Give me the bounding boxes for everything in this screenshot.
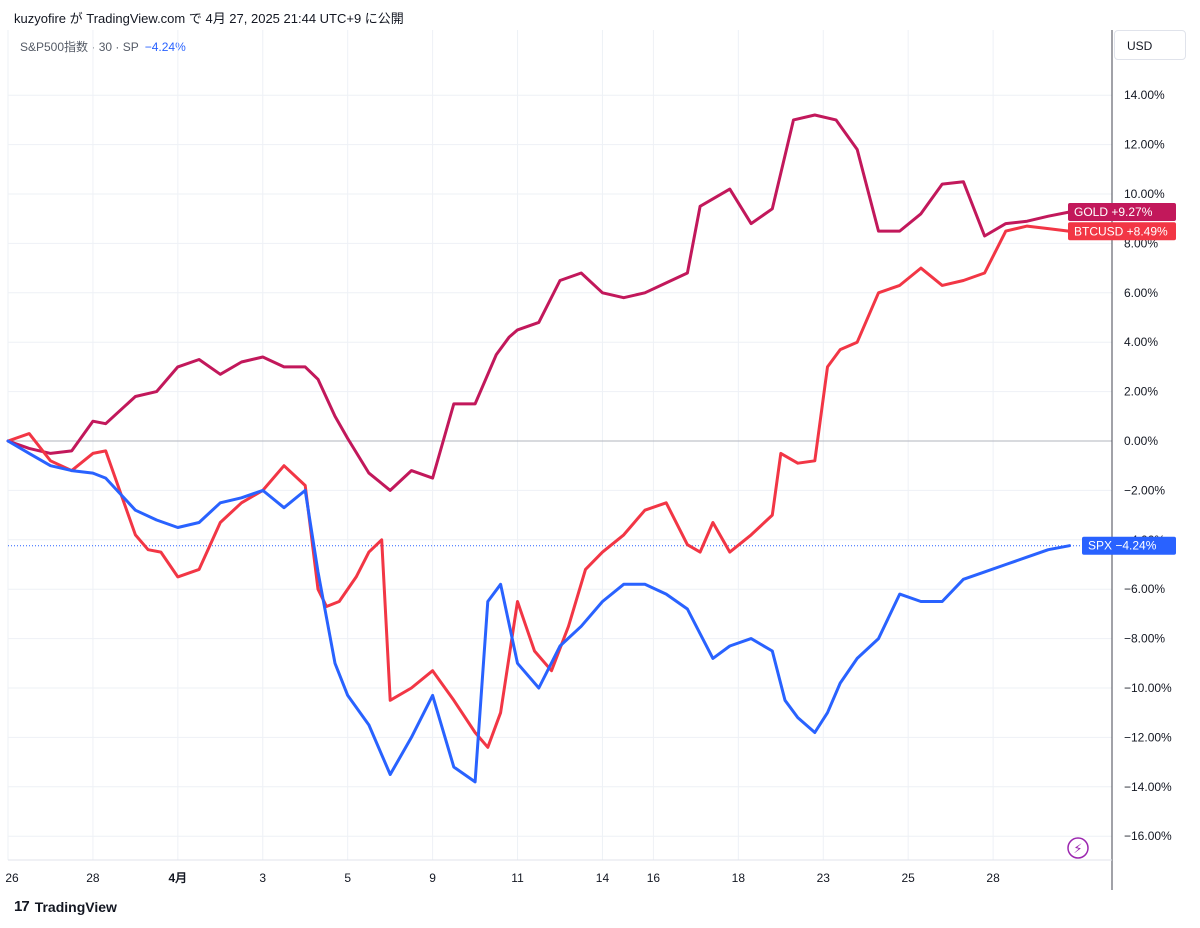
brand-name: TradingView [34, 898, 117, 915]
series-line-gold [6, 113, 1071, 492]
x-tick-label: 11 [511, 871, 524, 885]
y-tick-label: 4.00% [1124, 335, 1158, 349]
y-tick-label: −6.00% [1124, 582, 1165, 596]
y-tick-label: −8.00% [1124, 632, 1165, 646]
last-value-label-spx: SPX −4.24% [1088, 539, 1157, 553]
y-tick-label: −12.00% [1124, 730, 1172, 744]
y-tick-label: 0.00% [1124, 434, 1158, 448]
publish-line: kuzyofire が TradingView.com で 4月 27, 202… [14, 11, 404, 26]
lightning-glyph: ⚡ [1073, 842, 1082, 857]
symbol-legend: S&P500指数 · 30 · SP −4.24% [20, 38, 186, 55]
y-tick-label: 10.00% [1124, 187, 1165, 201]
symbol-title: S&P500指数 · 30 · SP [20, 40, 139, 54]
last-value-badge-btcusd [1068, 222, 1176, 241]
tradingview-logo-icon: 17 [14, 898, 30, 915]
x-tick-label: 14 [596, 871, 610, 885]
symbol-change: −4.24% [144, 40, 186, 54]
lightning-icon[interactable] [1067, 837, 1089, 859]
x-tick-label: 3 [259, 871, 266, 885]
series-line-spx [6, 439, 1071, 784]
x-tick-label: 26 [5, 871, 19, 885]
x-tick-label: 28 [986, 871, 1000, 885]
y-tick-label: −10.00% [1124, 681, 1172, 695]
last-value-badge-gold [1068, 203, 1176, 222]
x-tick-label: 9 [429, 871, 436, 885]
x-tick-label: 5 [344, 871, 351, 885]
last-value-label-btcusd: BTCUSD +8.49% [1074, 224, 1168, 238]
currency-button[interactable]: USD [1114, 30, 1186, 60]
last-value-label-gold: GOLD +9.27% [1074, 205, 1153, 219]
x-tick-label: 23 [817, 871, 831, 885]
tradingview-brand: 17 TradingView [14, 898, 117, 915]
y-tick-label: −14.00% [1124, 780, 1172, 794]
x-tick-label: 16 [647, 871, 661, 885]
last-value-badge-spx [1082, 536, 1176, 555]
x-tick-label: 4月 [169, 871, 188, 885]
y-tick-label: 12.00% [1124, 138, 1165, 152]
y-tick-label: 6.00% [1124, 286, 1158, 300]
x-tick-label: 28 [86, 871, 100, 885]
y-tick-label: −16.00% [1124, 829, 1172, 843]
series-line-btcusd [6, 224, 1071, 749]
y-tick-label: 2.00% [1124, 385, 1158, 399]
x-tick-label: 18 [732, 871, 746, 885]
x-tick-label: 25 [902, 871, 916, 885]
y-tick-label: −2.00% [1124, 483, 1165, 497]
y-tick-label: 14.00% [1124, 88, 1165, 102]
